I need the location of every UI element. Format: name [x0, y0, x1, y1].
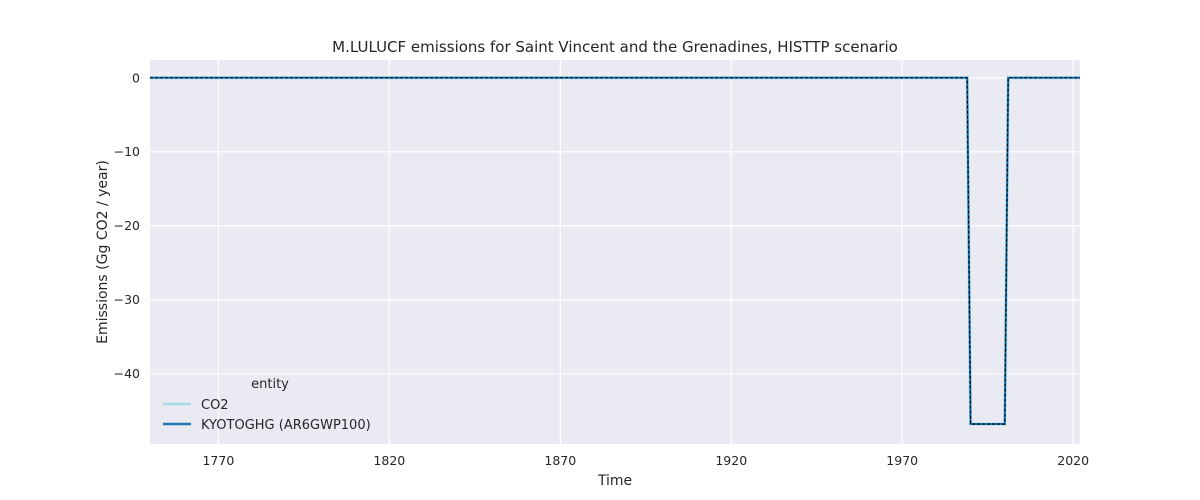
x-axis-label: Time	[597, 473, 632, 489]
x-tick-label: 1970	[886, 453, 918, 468]
x-tick-label: 2020	[1057, 453, 1089, 468]
legend-label-kyotoghg: KYOTOGHG (AR6GWP100)	[201, 418, 371, 433]
chart-title: M.LULUCF emissions for Saint Vincent and…	[332, 38, 898, 56]
x-tick-label: 1920	[715, 453, 747, 468]
legend: entity CO2 KYOTOGHG (AR6GWP100)	[163, 377, 371, 433]
y-tick-label: −10	[114, 144, 140, 159]
plot-background	[150, 60, 1080, 444]
y-tick-label: −30	[114, 292, 140, 307]
y-tick-label: −20	[114, 218, 140, 233]
y-tick-label: 0	[132, 70, 140, 85]
x-tick-label: 1870	[544, 453, 576, 468]
series-line-dashed-overlay	[150, 77, 1080, 425]
y-tick-label: −40	[114, 366, 140, 381]
x-tick-label: 1770	[202, 453, 234, 468]
legend-title: entity	[251, 377, 289, 392]
y-axis-label: Emissions (Gg CO2 / year)	[95, 160, 111, 344]
ticks: 1770 1820 1870 1920 1970 2020 0 −10 −20 −30 −40	[114, 70, 1090, 468]
legend-label-co2: CO2	[201, 398, 229, 413]
series-group	[150, 76, 1080, 426]
x-tick-label: 1820	[373, 453, 405, 468]
